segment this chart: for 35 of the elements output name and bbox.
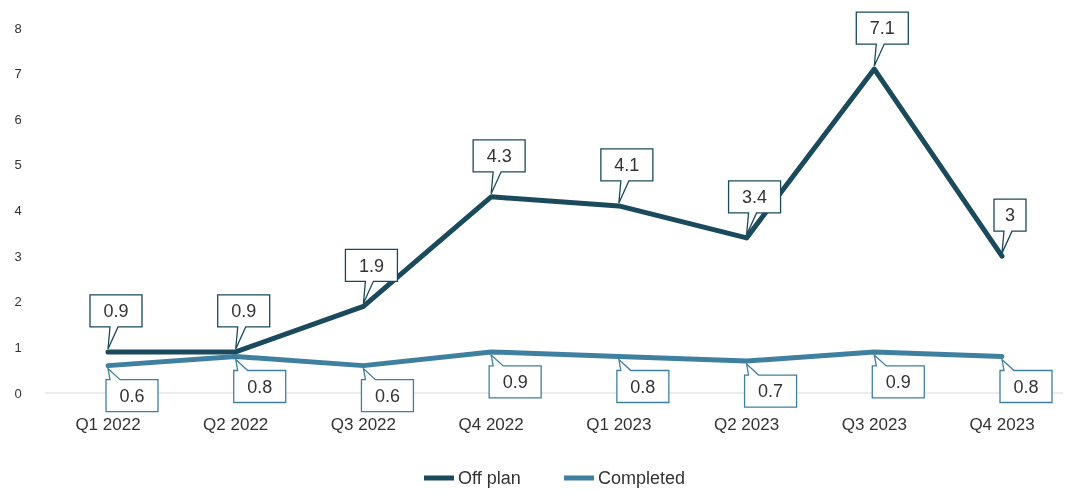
y-tick-label: 3 bbox=[14, 248, 22, 264]
data-label: 0.9 bbox=[231, 301, 257, 322]
y-tick-label: 2 bbox=[14, 294, 22, 310]
y-tick-label: 4 bbox=[14, 203, 22, 219]
data-label: 4.3 bbox=[486, 146, 512, 167]
y-tick-label: 8 bbox=[14, 20, 22, 36]
data-label: 0.6 bbox=[119, 385, 145, 406]
x-tick-label: Q3 2022 bbox=[330, 415, 397, 434]
y-tick-label: 5 bbox=[14, 157, 22, 173]
data-label: 0.6 bbox=[374, 385, 400, 406]
y-tick-label: 0 bbox=[14, 385, 22, 401]
y-tick-label: 7 bbox=[14, 66, 22, 82]
x-tick-label: Q4 2022 bbox=[458, 415, 524, 434]
data-label: 3 bbox=[1004, 205, 1016, 226]
data-label: 0.9 bbox=[885, 372, 911, 393]
x-tick-label: Q3 2023 bbox=[841, 415, 907, 434]
data-label: 1.9 bbox=[358, 255, 384, 276]
data-label: 7.1 bbox=[869, 18, 895, 39]
x-tick-label: Q2 2023 bbox=[713, 415, 780, 434]
x-tick-label: Q1 2022 bbox=[75, 415, 141, 434]
data-label: 4.1 bbox=[614, 155, 640, 176]
data-label: 0.8 bbox=[247, 376, 273, 397]
legend-label: Completed bbox=[598, 468, 686, 489]
x-tick-label: Q4 2023 bbox=[969, 415, 1035, 434]
data-label: 0.9 bbox=[103, 301, 129, 322]
data-label: 0.7 bbox=[758, 381, 784, 402]
y-tick-label: 1 bbox=[14, 339, 22, 355]
y-tick-label: 6 bbox=[14, 111, 22, 127]
data-label: 0.9 bbox=[502, 372, 528, 393]
x-tick-label: Q2 2022 bbox=[203, 415, 269, 434]
data-label: 0.8 bbox=[630, 376, 656, 397]
data-label: 3.4 bbox=[742, 187, 768, 208]
data-label: 0.8 bbox=[1013, 376, 1039, 397]
legend-label: Off plan bbox=[458, 468, 521, 489]
x-tick-label: Q1 2023 bbox=[586, 415, 652, 434]
